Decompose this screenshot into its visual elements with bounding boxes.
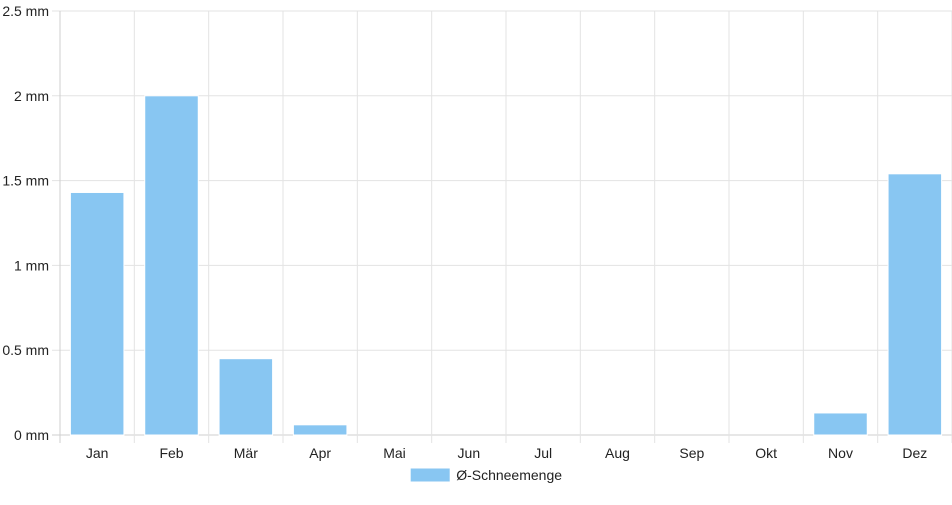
x-tick-label: Feb (159, 445, 183, 461)
x-tick-label: Okt (755, 445, 777, 461)
y-tick-label: 0.5 mm (2, 342, 49, 358)
y-tick-label: 2 mm (14, 88, 49, 104)
y-tick-label: 2.5 mm (2, 3, 49, 19)
bar-series (69, 95, 943, 436)
bar-nov[interactable] (813, 412, 868, 436)
bar-feb[interactable] (144, 95, 199, 436)
bar-apr[interactable] (292, 424, 348, 436)
x-tick-label: Jan (86, 445, 109, 461)
y-tick-label: 0 mm (14, 427, 49, 443)
x-tick-label: Aug (605, 445, 630, 461)
grid-lines (52, 10, 952, 443)
x-tick-label: Jul (534, 445, 552, 461)
x-tick-label: Apr (309, 445, 331, 461)
x-tick-label: Dez (902, 445, 927, 461)
legend-swatch[interactable] (409, 467, 451, 483)
x-tick-label: Nov (828, 445, 853, 461)
x-tick-label: Mai (383, 445, 406, 461)
x-axis-tick-labels: Jan Feb Mär Apr Mai Jun Jul Aug Sep Okt Nov Dez (86, 445, 927, 461)
x-tick-label: Jun (458, 445, 481, 461)
bar-jan[interactable] (69, 191, 125, 436)
bar-mär[interactable] (218, 358, 274, 436)
y-axis-tick-labels: 0 mm 0.5 mm 1 mm 1.5 mm 2 mm 2.5 mm (2, 3, 49, 443)
bar-dez[interactable] (887, 173, 943, 436)
x-tick-label: Mär (234, 445, 258, 461)
legend[interactable]: Ø-Schneemenge (409, 467, 562, 483)
y-tick-label: 1 mm (14, 257, 49, 273)
y-tick-label: 1.5 mm (2, 173, 49, 189)
legend-label[interactable]: Ø-Schneemenge (456, 467, 562, 483)
x-tick-label: Sep (679, 445, 704, 461)
